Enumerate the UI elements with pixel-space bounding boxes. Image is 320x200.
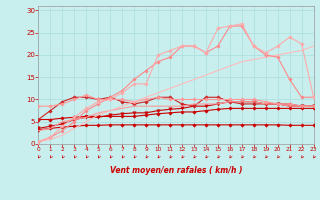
X-axis label: Vent moyen/en rafales ( km/h ): Vent moyen/en rafales ( km/h ) [110, 166, 242, 175]
